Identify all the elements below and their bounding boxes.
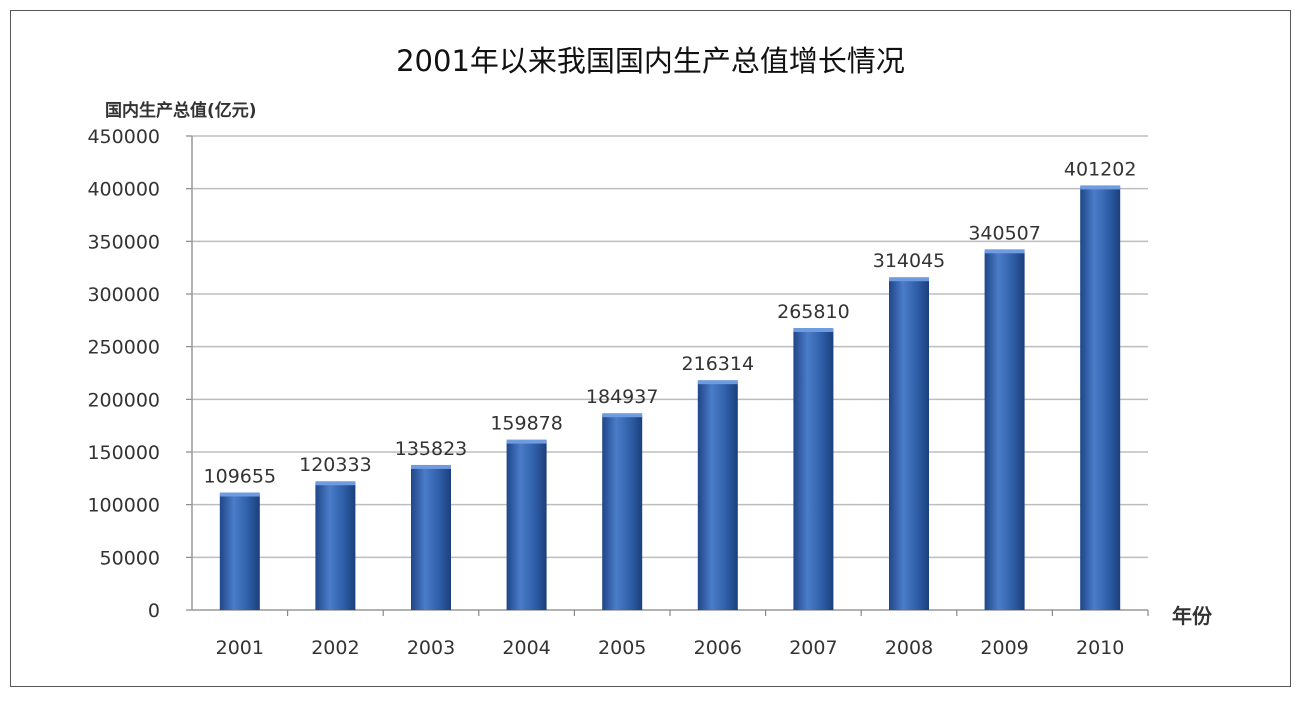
y-tick-label: 200000 <box>87 389 160 411</box>
bar-top-2010 <box>1080 185 1121 190</box>
x-axis-label: 年份 <box>1172 604 1213 628</box>
bar-2009 <box>984 251 1025 610</box>
x-tick-label: 2010 <box>1076 637 1124 659</box>
bars <box>219 185 1121 610</box>
x-tick-label: 2001 <box>216 637 264 659</box>
data-label: 314045 <box>873 250 946 272</box>
x-tick-label: 2005 <box>598 637 646 659</box>
data-label: 159878 <box>490 413 563 435</box>
data-label: 401202 <box>1064 158 1137 180</box>
bar-2005 <box>602 415 643 610</box>
x-tick-label: 2008 <box>885 637 933 659</box>
bar-2001 <box>219 494 260 610</box>
bar-2008 <box>889 279 929 610</box>
bar-2007 <box>793 330 834 610</box>
bar-2004 <box>506 441 547 610</box>
y-tick-label: 250000 <box>87 337 160 359</box>
y-tick-label: 100000 <box>87 495 160 517</box>
y-tick-label: 450000 <box>87 126 160 148</box>
x-tick-label: 2003 <box>407 637 455 659</box>
y-tick-label: 350000 <box>87 231 160 253</box>
y-tick-label: 400000 <box>87 179 160 201</box>
chart-title: 2001年以来我国国内生产总值增长情况 <box>396 44 905 78</box>
data-label: 109655 <box>204 465 277 487</box>
bar-2010 <box>1080 187 1121 610</box>
data-label: 216314 <box>682 353 755 375</box>
x-tick-label: 2009 <box>980 637 1028 659</box>
bar-top-2005 <box>602 413 643 418</box>
bar-top-2006 <box>697 380 738 385</box>
bar-2003 <box>411 466 451 610</box>
data-label: 120333 <box>299 454 372 476</box>
y-tick-label: 50000 <box>100 547 160 569</box>
x-tick-label: 2002 <box>311 637 359 659</box>
x-tick-label: 2007 <box>789 637 837 659</box>
data-label: 265810 <box>777 301 850 323</box>
x-tick-label: 2004 <box>502 637 550 659</box>
bar-top-2009 <box>984 249 1025 254</box>
bar-top-2003 <box>411 464 451 469</box>
bar-2006 <box>697 382 738 610</box>
labels: 0 50000 100000 150000 200000 250000 300000 3500… <box>87 126 1136 659</box>
y-tick-label: 0 <box>148 600 160 622</box>
data-label: 135823 <box>395 438 468 460</box>
data-label: 184937 <box>586 386 659 408</box>
bar-top-2007 <box>793 328 834 333</box>
bar-top-2001 <box>219 492 260 497</box>
x-tick-label: 2006 <box>694 637 742 659</box>
y-tick-label: 300000 <box>87 284 160 306</box>
bar-top-2008 <box>889 277 929 282</box>
y-axis-label: 国内生产总值(亿元) <box>105 100 257 121</box>
y-tick-label: 150000 <box>87 442 160 464</box>
bar-2002 <box>315 483 356 610</box>
bar-top-2004 <box>506 439 547 444</box>
bar-top-2002 <box>315 481 356 486</box>
data-label: 340507 <box>968 222 1041 244</box>
